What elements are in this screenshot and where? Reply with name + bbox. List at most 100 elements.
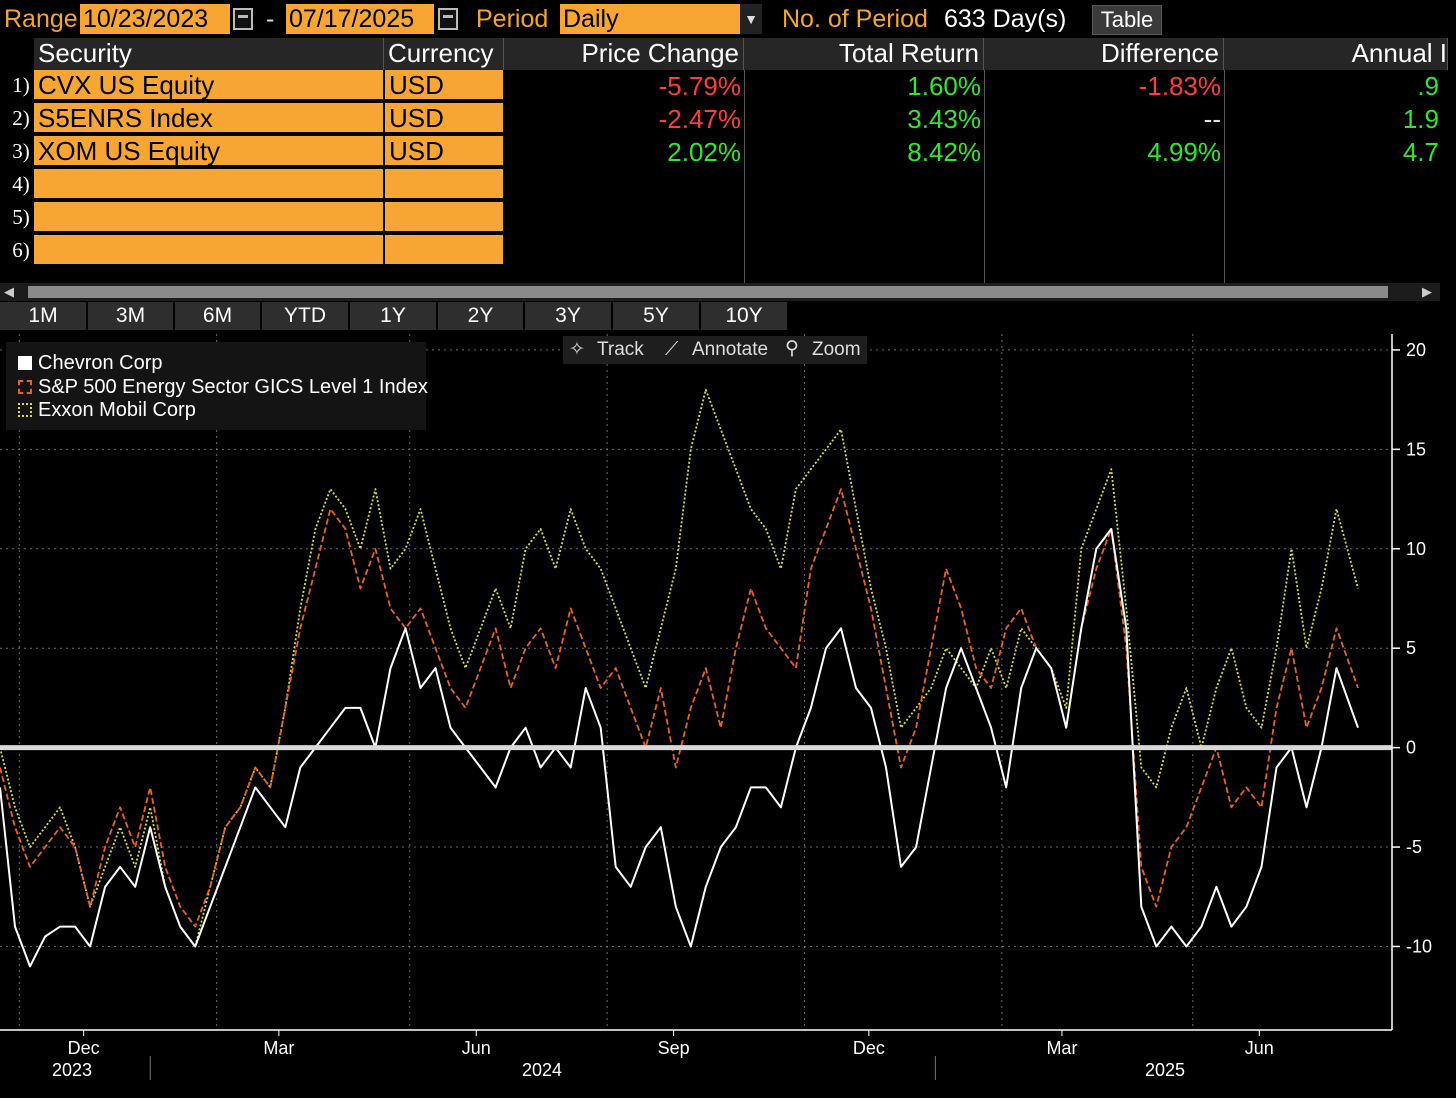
zoom-button[interactable]: Zoom	[812, 339, 861, 360]
x-month-label: Jun	[1245, 1038, 1274, 1058]
table-row[interactable]: 1) CVX US Equity USD -5.79% 1.60% -1.83%…	[0, 70, 1456, 103]
x-axis: Dec Mar Jun Sep Dec Mar Jun 2023 2024 2025	[0, 1029, 1392, 1080]
security-cell[interactable]	[34, 235, 383, 266]
period-button-1y[interactable]: 1Y	[350, 302, 438, 330]
period-select[interactable]: Daily	[560, 4, 740, 34]
row-number: 6)	[12, 238, 30, 262]
start-date-field[interactable]: 10/23/2023	[80, 4, 230, 34]
legend-item-xom[interactable]: Exxon Mobil Corp	[18, 399, 196, 421]
annual-value: .9	[1417, 71, 1439, 101]
series-layer	[0, 388, 1392, 968]
header-price-change[interactable]: Price Change	[504, 38, 744, 70]
table-row[interactable]: 4)	[0, 169, 1456, 202]
difference-value: --	[1203, 104, 1221, 134]
start-calendar-icon[interactable]	[233, 8, 253, 30]
track-icon[interactable]: ✧	[569, 339, 585, 360]
x-year-label: 2023	[52, 1060, 92, 1080]
chevron-down-icon[interactable]: ▼	[740, 4, 762, 34]
x-year-label: 2025	[1145, 1060, 1185, 1080]
period-button-1m[interactable]: 1M	[0, 302, 88, 330]
period-button-bar: 1M 3M 6M YTD 1Y 2Y 3Y 5Y 10Y	[0, 302, 790, 330]
annual-value: 4.7	[1402, 137, 1439, 167]
price-change-value: -5.79%	[658, 71, 741, 101]
security-cell[interactable]: XOM US Equity	[34, 136, 383, 167]
y-tick-label: -5	[1406, 837, 1422, 857]
performance-chart[interactable]: 20 15 10 5 0 -5 -10 Dec Mar Jun Sep Dec Mar Jun 2023 2…	[0, 330, 1456, 1098]
y-tick-label: 5	[1406, 638, 1416, 658]
row-number: 1)	[12, 73, 30, 97]
table-row[interactable]: 3) XOM US Equity USD 2.02% 8.42% 4.99% 4…	[0, 136, 1456, 169]
header-annual[interactable]: Annual I	[1224, 38, 1448, 70]
legend-label: S&P 500 Energy Sector GICS Level 1 Index	[38, 376, 428, 398]
num-period-label: No. of Period	[782, 5, 928, 33]
legend-label: Chevron Corp	[38, 352, 163, 374]
range-separator: -	[266, 5, 275, 33]
end-calendar-icon[interactable]	[438, 8, 458, 30]
price-change-value: 2.02%	[667, 137, 741, 167]
scroll-right-icon[interactable]: ▶	[1422, 284, 1432, 299]
track-button[interactable]: Track	[597, 339, 644, 360]
period-label: Period	[476, 5, 549, 33]
security-cell[interactable]	[34, 202, 383, 233]
legend-swatch	[18, 380, 32, 394]
currency-cell[interactable]: USD	[385, 136, 503, 167]
security-cell[interactable]	[34, 169, 383, 200]
top-toolbar: Range 10/23/2023 - 07/17/2025 Period Dai…	[0, 0, 1456, 38]
returns-table: Security Currency Price Change Total Ret…	[0, 38, 1456, 302]
table-row[interactable]: 5)	[0, 202, 1456, 235]
range-label: Range	[4, 5, 78, 33]
header-currency[interactable]: Currency	[384, 38, 504, 70]
x-year-label: 2024	[522, 1060, 562, 1080]
zoom-icon[interactable]: ⚲	[785, 338, 799, 359]
legend-swatch	[18, 356, 32, 370]
period-button-3y[interactable]: 3Y	[525, 302, 613, 330]
currency-cell[interactable]	[385, 169, 503, 200]
security-cell[interactable]: S5ENRS Index	[34, 103, 383, 134]
total-return-value: 1.60%	[907, 71, 981, 101]
chart-legend: Chevron Corp S&P 500 Energy Sector GICS …	[6, 342, 428, 430]
end-date-field[interactable]: 07/17/2025	[286, 4, 434, 34]
period-button-3m[interactable]: 3M	[88, 302, 175, 330]
scrollbar-thumb[interactable]	[28, 286, 1388, 298]
row-number: 3)	[12, 139, 30, 163]
table-row[interactable]: 6)	[0, 235, 1456, 268]
row-number: 4)	[12, 172, 30, 196]
table-row[interactable]: 2) S5ENRS Index USD -2.47% 3.43% -- 1.9	[0, 103, 1456, 136]
x-month-label: Mar	[263, 1038, 294, 1058]
x-month-label: Sep	[658, 1038, 690, 1058]
header-total-return[interactable]: Total Return	[744, 38, 984, 70]
scroll-left-icon[interactable]: ◀	[4, 284, 14, 299]
currency-cell[interactable]	[385, 235, 503, 266]
legend-item-s5enrs[interactable]: S&P 500 Energy Sector GICS Level 1 Index	[18, 376, 428, 398]
x-month-label: Mar	[1046, 1038, 1077, 1058]
legend-swatch	[18, 403, 32, 417]
header-security[interactable]: Security	[34, 38, 384, 70]
difference-value: -1.83%	[1138, 71, 1221, 101]
currency-cell[interactable]: USD	[385, 70, 503, 101]
period-button-5y[interactable]: 5Y	[613, 302, 701, 330]
y-tick-label: 20	[1406, 340, 1426, 360]
y-tick-label: 15	[1406, 439, 1426, 459]
period-button-2y[interactable]: 2Y	[438, 302, 525, 330]
annotate-button[interactable]: Annotate	[692, 339, 769, 360]
period-button-10y[interactable]: 10Y	[701, 302, 789, 330]
currency-cell[interactable]: USD	[385, 103, 503, 134]
period-button-ytd[interactable]: YTD	[262, 302, 350, 330]
chart-grid	[0, 334, 1392, 1030]
difference-value: 4.99%	[1147, 137, 1221, 167]
annual-value: 1.9	[1402, 104, 1439, 134]
table-button[interactable]: Table	[1092, 5, 1162, 35]
x-month-label: Jun	[462, 1038, 491, 1058]
legend-item-cvx[interactable]: Chevron Corp	[18, 352, 163, 374]
price-change-value: -2.47%	[658, 104, 741, 134]
legend-label: Exxon Mobil Corp	[38, 399, 196, 421]
row-number: 5)	[12, 205, 30, 229]
chart-toolbar: ✧ Track ⟋ Annotate ⚲ Zoom	[563, 336, 867, 364]
period-button-6m[interactable]: 6M	[175, 302, 262, 330]
horizontal-scrollbar[interactable]: ◀ ▶	[0, 283, 1440, 301]
security-cell[interactable]: CVX US Equity	[34, 70, 383, 101]
annotate-icon[interactable]: ⟋	[665, 339, 679, 360]
currency-cell[interactable]	[385, 202, 503, 233]
series-line-cvx	[0, 527, 1359, 968]
header-difference[interactable]: Difference	[984, 38, 1224, 70]
